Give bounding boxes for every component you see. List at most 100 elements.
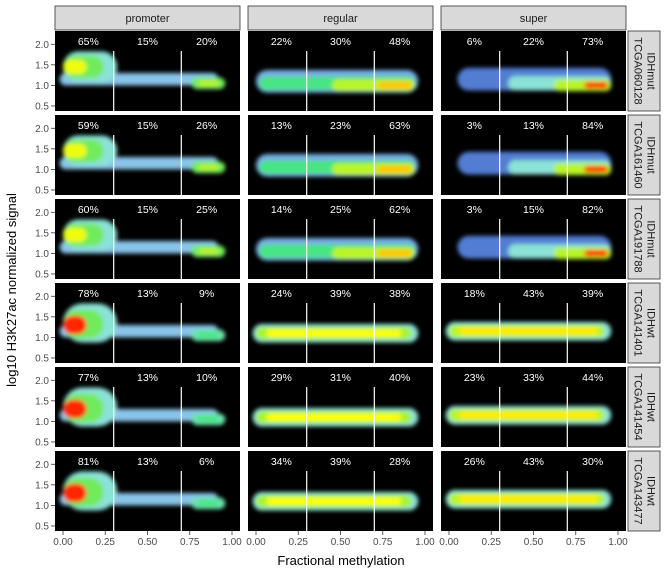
y-tick-label: 0.5 — [35, 521, 49, 532]
row-strip-label: IDHmutTCGA060128 — [632, 37, 657, 104]
panel-super-row-1: 6% 22% 73% — [441, 31, 626, 111]
density-band — [63, 315, 87, 335]
percent-label: 30% — [582, 456, 603, 468]
density-layer — [256, 69, 419, 93]
panel-background — [248, 451, 433, 531]
percent-label: 14% — [271, 204, 292, 216]
density-band — [459, 495, 598, 503]
row-strip-label: IDHwtTCGA141454 — [632, 373, 657, 440]
x-tick-label: 0.75 — [180, 537, 200, 548]
panel-background — [248, 283, 433, 363]
row-strip-label: IDHmutTCGA161460 — [632, 121, 657, 188]
x-tick-label: 0.50 — [138, 537, 158, 548]
percent-label: 15% — [137, 120, 158, 132]
density-layer — [252, 492, 419, 511]
y-axis-title: log10 H3K27ac normalized signal — [4, 193, 19, 387]
percent-label: 30% — [330, 36, 351, 48]
percent-label: 13% — [271, 120, 292, 132]
percent-label: 13% — [137, 288, 158, 300]
density-band — [266, 497, 402, 505]
percent-label: 77% — [78, 372, 99, 384]
y-tick-label: 2.0 — [35, 208, 49, 219]
percent-label: 13% — [137, 456, 158, 468]
density-band — [377, 81, 412, 90]
percent-label: 60% — [78, 204, 99, 216]
percent-label: 23% — [464, 372, 485, 384]
percent-label: 26% — [196, 120, 217, 132]
x-tick-label: 1.00 — [608, 537, 628, 548]
x-tick-label: 0.75 — [566, 537, 586, 548]
x-tick-label: 0.00 — [53, 537, 73, 548]
density-band — [198, 416, 219, 423]
panel-regular-row-5: 29% 31% 40% — [248, 367, 433, 447]
percent-label: 26% — [464, 456, 485, 468]
percent-label: 23% — [330, 120, 351, 132]
axes: 0.5 1.0 1.5 2.0 0.5 1.0 1.5 2.0 0.5 1.0 1.5 2.0 0.5 1… — [35, 40, 628, 548]
y-tick-label: 1.0 — [35, 333, 49, 344]
percent-label: 43% — [523, 288, 544, 300]
column-strip-super: super — [440, 5, 627, 31]
percent-label: 33% — [523, 372, 544, 384]
column-strip-background — [440, 5, 627, 31]
y-tick-label: 2.0 — [35, 376, 49, 387]
x-tick-label: 0.00 — [246, 537, 266, 548]
row-strip-label: IDHmutTCGA191788 — [632, 205, 657, 272]
percent-label: 9% — [199, 288, 214, 300]
percent-label: 15% — [523, 204, 544, 216]
density-band — [377, 249, 412, 258]
row-strip-background — [627, 450, 661, 532]
density-band — [63, 227, 87, 243]
percent-label: 25% — [330, 204, 351, 216]
panel-promoter-row-3: 60% 15% 25% — [55, 199, 240, 279]
density-layer — [445, 405, 612, 425]
y-tick-label: 1.5 — [35, 396, 49, 407]
percent-label: 18% — [464, 288, 485, 300]
panel-promoter-row-2: 59% 15% 26% — [55, 115, 240, 195]
density-layer — [445, 489, 612, 509]
column-strip-background — [247, 5, 434, 31]
x-tick-label: 0.25 — [96, 537, 116, 548]
percent-label: 15% — [137, 204, 158, 216]
x-tick-label: 0.50 — [524, 537, 544, 548]
row-strip: IDHmutTCGA191788 — [627, 198, 661, 280]
x-tick-label: 0.50 — [331, 537, 351, 548]
panel-regular-row-1: 22% 30% 48% — [248, 31, 433, 111]
density-layer — [59, 135, 226, 174]
column-strip-label: regular — [323, 13, 358, 25]
y-tick-label: 0.5 — [35, 353, 49, 364]
column-strip-label: promoter — [125, 13, 169, 25]
percent-label: 24% — [271, 288, 292, 300]
density-layer — [59, 303, 226, 343]
density-layer — [457, 151, 612, 176]
percent-label: 29% — [271, 372, 292, 384]
density-layer — [445, 321, 612, 341]
panel-regular-row-6: 34% 39% 28% — [248, 451, 433, 531]
density-band — [198, 500, 219, 507]
panel-super-row-2: 3% 13% 84% — [441, 115, 626, 195]
density-band — [584, 250, 608, 257]
percent-label: 81% — [78, 456, 99, 468]
percent-label: 13% — [137, 372, 158, 384]
percent-label: 63% — [389, 120, 410, 132]
y-tick-label: 0.5 — [35, 269, 49, 280]
y-tick-label: 1.0 — [35, 249, 49, 260]
row-strip: IDHmutTCGA161460 — [627, 114, 661, 196]
y-tick-label: 1.5 — [35, 144, 49, 155]
x-axis-title: Fractional methylation — [277, 553, 404, 568]
density-band — [459, 327, 598, 335]
row-strip-label: IDHwtTCGA141401 — [632, 289, 657, 356]
row-strip-background — [627, 114, 661, 196]
percent-label: 22% — [523, 36, 544, 48]
percent-label: 59% — [78, 120, 99, 132]
percent-label: 13% — [523, 120, 544, 132]
density-band — [198, 248, 219, 255]
percent-label: 65% — [78, 36, 99, 48]
percent-label: 39% — [330, 288, 351, 300]
density-band — [584, 82, 608, 89]
density-layer — [252, 408, 419, 427]
density-band — [377, 165, 412, 174]
y-tick-label: 0.5 — [35, 101, 49, 112]
percent-label: 48% — [389, 36, 410, 48]
density-band — [63, 399, 87, 419]
